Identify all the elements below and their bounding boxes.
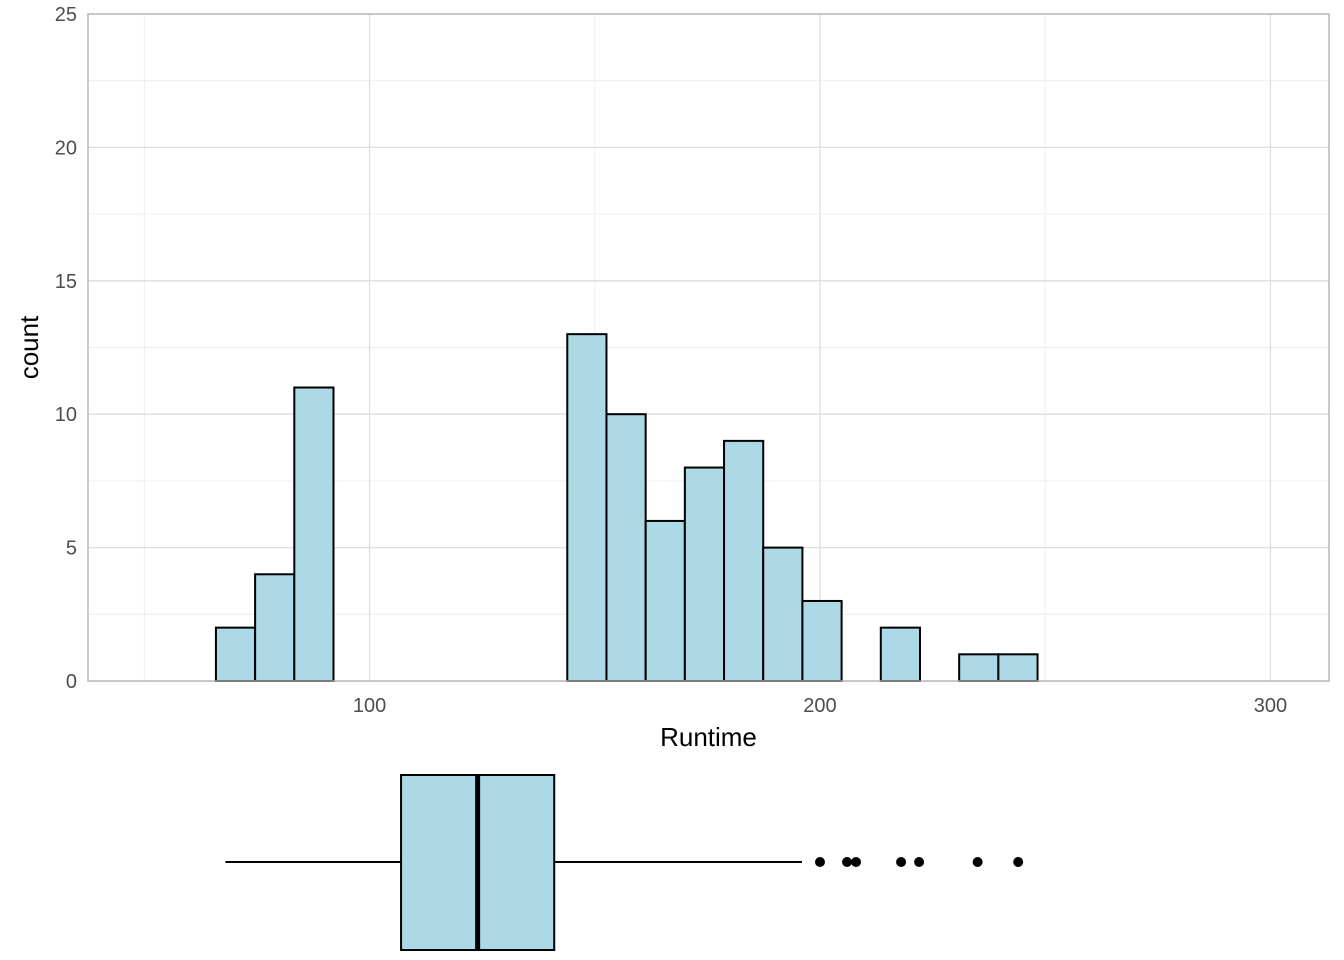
- y-tick-label: 5: [66, 538, 77, 560]
- y-tick-label: 10: [55, 404, 77, 426]
- boxplot-outlier-point: [1013, 857, 1024, 867]
- histogram-bar: [605, 413, 647, 682]
- histogram-bar: [879, 626, 921, 683]
- y-tick-label: 0: [66, 671, 77, 693]
- histogram-bar: [997, 653, 1039, 683]
- y-tick-label: 25: [55, 4, 77, 26]
- histogram-bar: [644, 519, 686, 682]
- boxplot-outlier-point: [896, 857, 907, 867]
- histogram-bar: [723, 439, 765, 682]
- y-axis-title: count: [14, 315, 44, 379]
- x-axis-title: Runtime: [660, 722, 757, 752]
- boxplot-outlier-point: [814, 857, 825, 867]
- boxplot-outlier-point: [914, 857, 925, 867]
- histogram-bar: [214, 626, 257, 683]
- x-tick-label: 100: [353, 695, 386, 717]
- histogram-bars: [214, 333, 1039, 683]
- boxplot-outlier-point: [972, 857, 983, 867]
- histogram-bar: [801, 599, 843, 683]
- x-tick-label: 300: [1254, 695, 1287, 717]
- histogram-bar: [958, 653, 1000, 683]
- histogram-bar: [683, 466, 726, 682]
- y-axis-ticks: 0 5 10 15 20 25: [55, 4, 77, 693]
- y-tick-label: 20: [55, 137, 77, 159]
- histogram-bar: [293, 386, 335, 682]
- x-axis-ticks: 100 200 300: [353, 695, 1287, 717]
- boxplot-outlier-point: [842, 857, 853, 867]
- boxplot: [225, 774, 1024, 951]
- histogram-bar: [254, 573, 296, 683]
- y-tick-label: 15: [55, 271, 77, 293]
- histogram-bar: [566, 333, 608, 682]
- boxplot-outlier-point: [851, 857, 862, 867]
- histogram-bar: [762, 546, 804, 682]
- histogram-panel-border: [87, 13, 1330, 682]
- x-tick-label: 200: [803, 695, 836, 717]
